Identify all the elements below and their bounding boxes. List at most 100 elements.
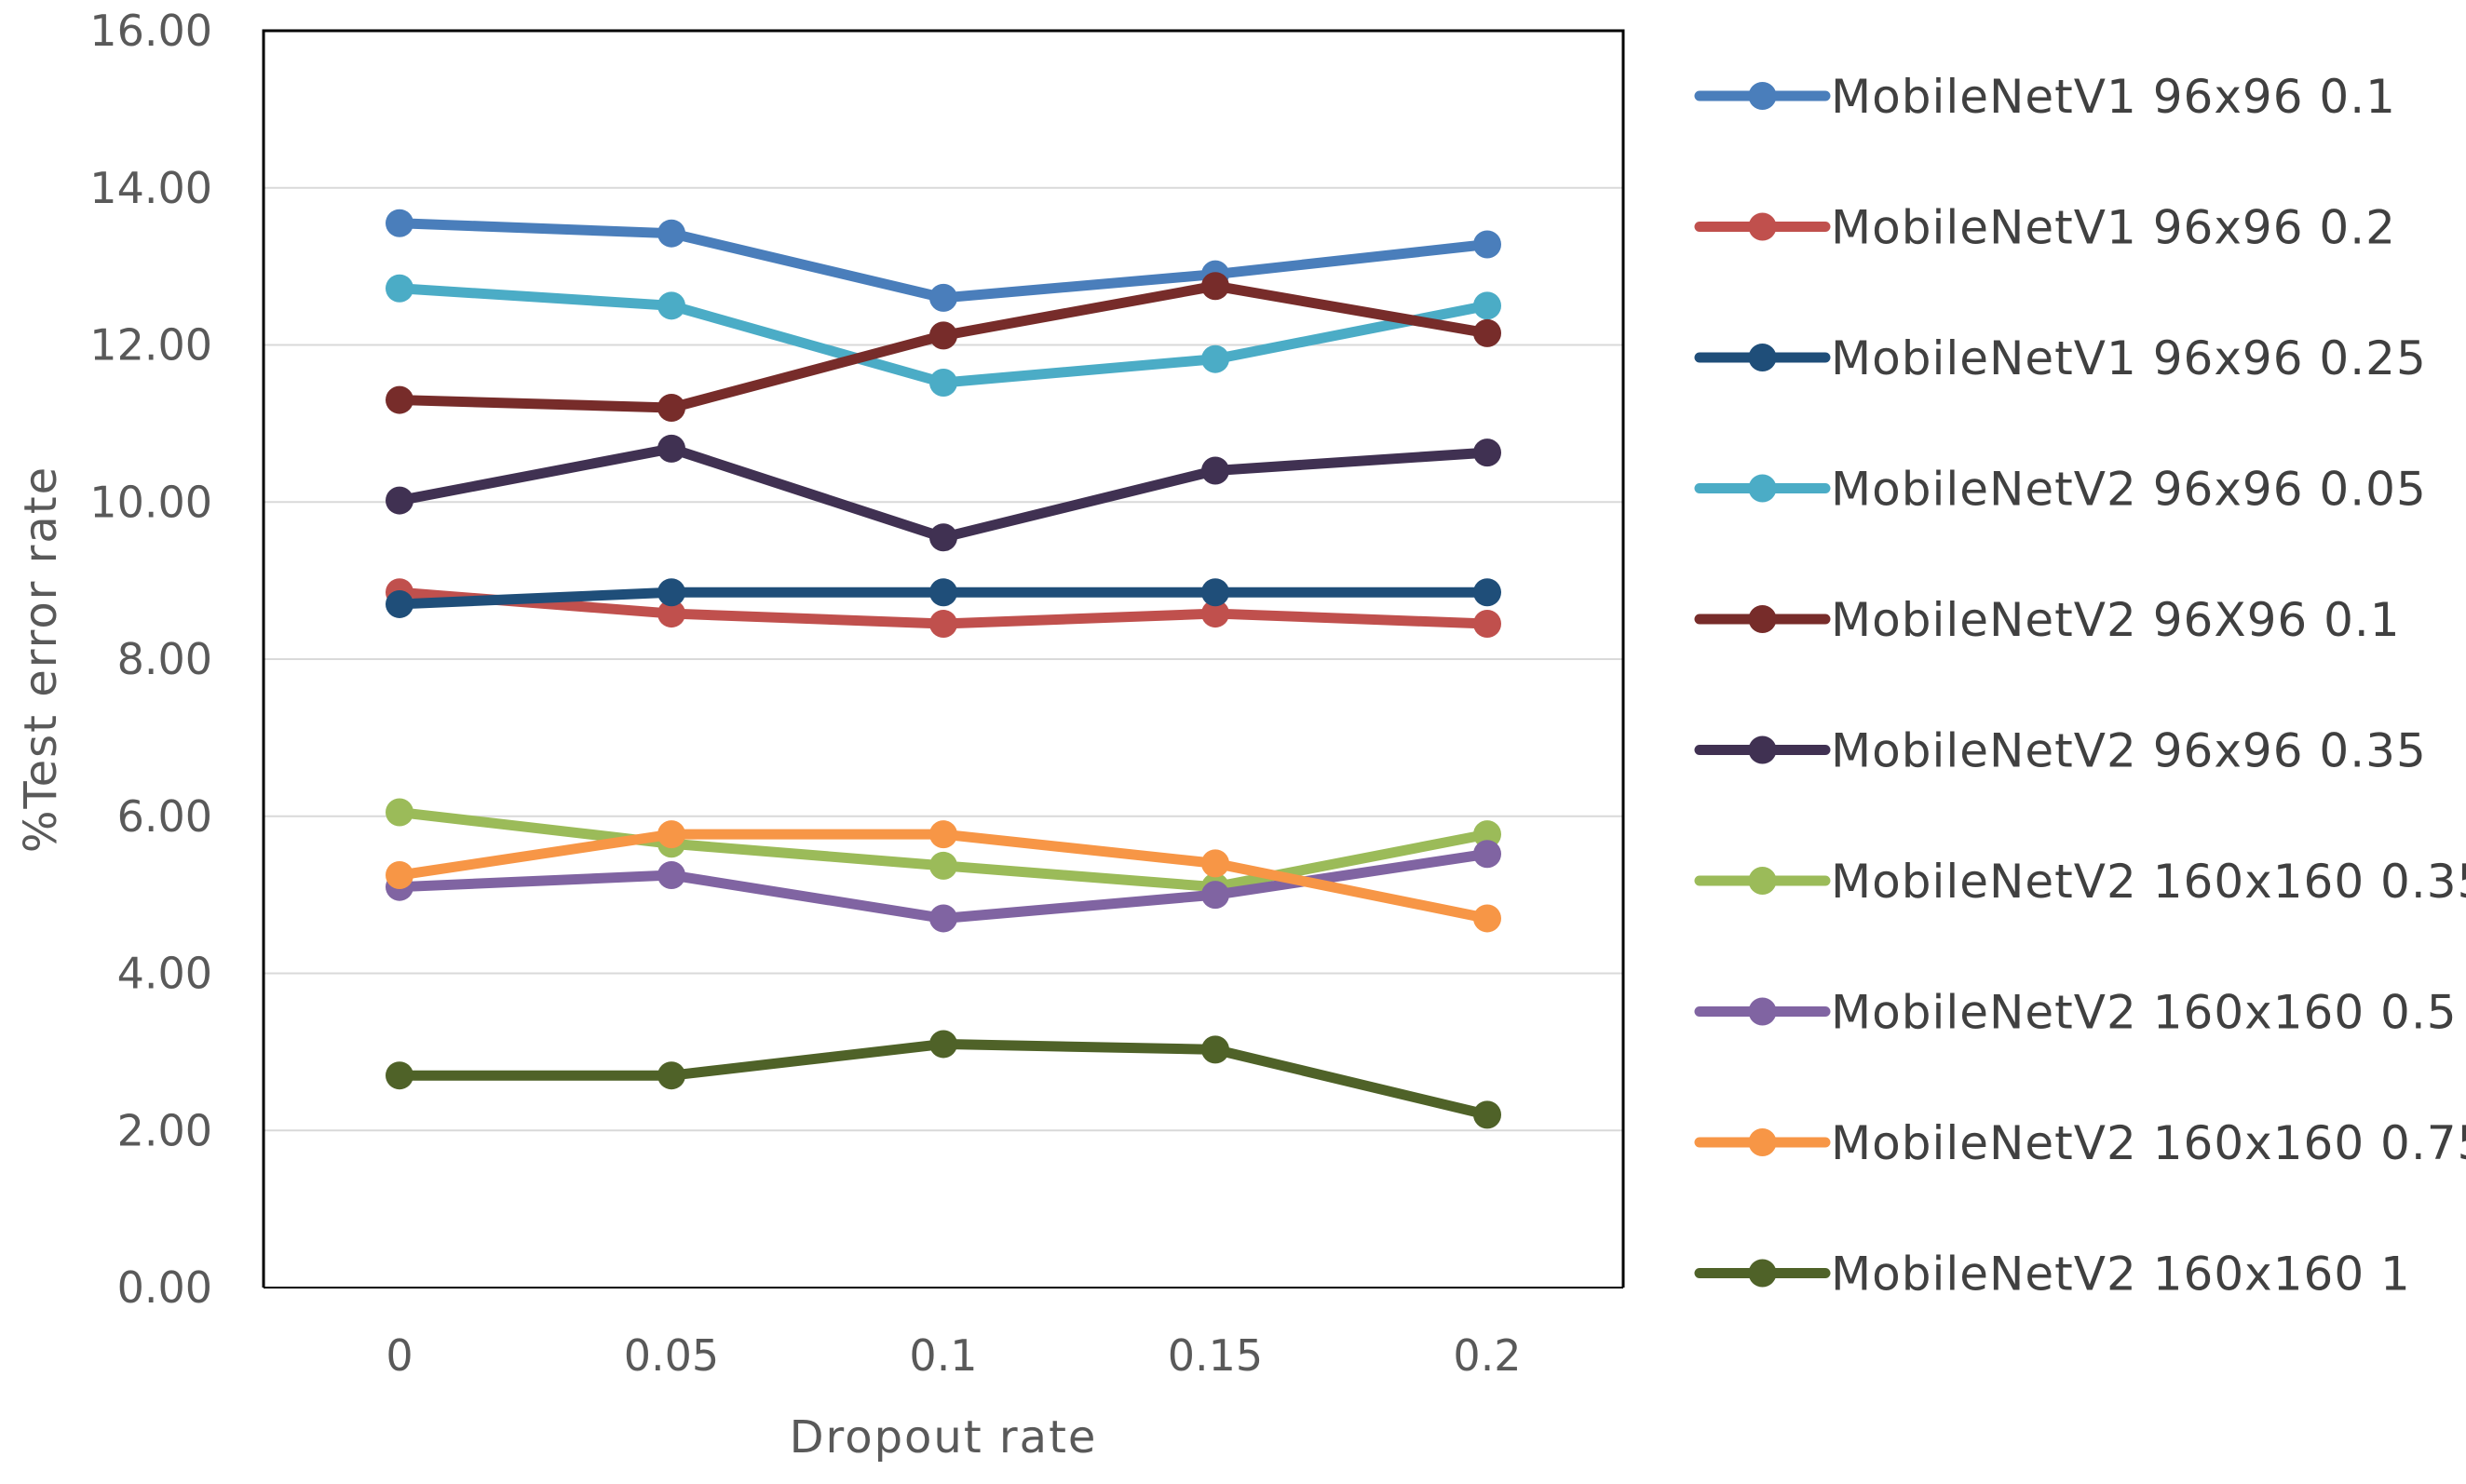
data-point — [929, 321, 957, 350]
legend-item: MobileNetV2 160x160 0.75 — [1694, 1116, 2466, 1170]
y-tick-label: 4.00 — [117, 949, 212, 999]
data-point — [1201, 344, 1229, 373]
data-point — [929, 904, 957, 933]
data-point — [386, 385, 413, 414]
data-point — [386, 1061, 413, 1090]
data-point — [657, 291, 685, 320]
data-point — [929, 578, 957, 607]
x-tick-label: 0.1 — [909, 1330, 977, 1381]
data-point — [657, 434, 685, 463]
y-tick-label: 0.00 — [117, 1262, 212, 1313]
data-point — [386, 486, 413, 515]
legend-item: MobileNetV2 160x160 1 — [1694, 1248, 2411, 1302]
data-point — [1201, 578, 1229, 607]
x-tick-label: 0 — [386, 1330, 413, 1381]
x-tick-label: 0.15 — [1168, 1330, 1263, 1381]
legend-marker — [1748, 82, 1777, 110]
legend-label: MobileNetV2 96X96 0.1 — [1831, 593, 2401, 647]
x-tick-label: 0.2 — [1453, 1330, 1521, 1381]
data-point — [929, 369, 957, 397]
legend-marker — [1748, 867, 1777, 895]
legend-item: MobileNetV2 96x96 0.35 — [1694, 724, 2427, 778]
data-point — [657, 219, 685, 248]
legend-marker — [1748, 997, 1777, 1026]
legend-label: MobileNetV2 160x160 0.35 — [1831, 855, 2466, 909]
data-point — [1473, 318, 1501, 347]
data-point — [1473, 230, 1501, 259]
series-lines — [386, 209, 1501, 1129]
legend-marker — [1748, 344, 1777, 371]
series-2 — [386, 578, 1501, 639]
x-axis-title: Dropout rate — [790, 1411, 1098, 1464]
data-point — [1473, 291, 1501, 320]
series-10 — [386, 1030, 1501, 1129]
data-point — [386, 274, 413, 303]
data-point — [929, 523, 957, 552]
data-point — [1201, 456, 1229, 485]
data-point — [929, 851, 957, 880]
data-point — [1473, 610, 1501, 639]
legend-item: MobileNetV2 160x160 0.5 — [1694, 986, 2458, 1040]
data-point — [1473, 578, 1501, 607]
legend-marker — [1748, 735, 1777, 764]
data-point — [929, 283, 957, 312]
legend-label: MobileNetV2 160x160 0.5 — [1831, 986, 2458, 1040]
legend-label: MobileNetV2 160x160 1 — [1831, 1248, 2411, 1302]
legend: MobileNetV1 96x96 0.1 MobileNetV1 96x96 0… — [1694, 70, 2466, 1302]
legend-item: MobileNetV2 96x96 0.05 — [1694, 463, 2427, 517]
data-point — [1201, 881, 1229, 910]
data-point — [1201, 272, 1229, 301]
legend-item: MobileNetV1 96x96 0.2 — [1694, 201, 2396, 255]
data-point — [929, 820, 957, 849]
legend-marker — [1748, 474, 1777, 503]
series-4 — [386, 274, 1501, 397]
data-point — [929, 1030, 957, 1059]
legend-marker — [1748, 212, 1777, 241]
data-point — [657, 600, 685, 628]
data-point — [657, 1061, 685, 1090]
data-point — [657, 394, 685, 422]
legend-label: MobileNetV1 96x96 0.2 — [1831, 201, 2396, 255]
series-5 — [386, 272, 1501, 422]
legend-label: MobileNetV2 160x160 0.75 — [1831, 1116, 2466, 1170]
series-6 — [386, 434, 1501, 552]
data-point — [386, 589, 413, 618]
series-9 — [386, 820, 1501, 933]
y-tick-label: 8.00 — [117, 634, 212, 684]
legend-marker — [1748, 605, 1777, 633]
y-tick-label: 10.00 — [89, 477, 212, 527]
legend-item: MobileNetV2 96X96 0.1 — [1694, 593, 2401, 647]
y-tick-label: 12.00 — [89, 320, 212, 371]
x-tick-label: 0.05 — [624, 1330, 719, 1381]
y-axis-title: %Test error rate — [15, 465, 67, 853]
data-point — [386, 209, 413, 237]
legend-item: MobileNetV1 96x96 0.1 — [1694, 70, 2396, 124]
data-point — [1201, 1035, 1229, 1064]
y-tick-label: 6.00 — [117, 791, 212, 842]
legend-marker — [1748, 1259, 1777, 1288]
legend-item: MobileNetV1 96x96 0.25 — [1694, 331, 2427, 385]
data-point — [1473, 840, 1501, 869]
data-point — [1473, 438, 1501, 467]
data-point — [1473, 1100, 1501, 1129]
legend-item: MobileNetV2 160x160 0.35 — [1694, 855, 2466, 909]
plot-border — [262, 29, 1625, 1288]
legend-label: MobileNetV1 96x96 0.1 — [1831, 70, 2396, 124]
y-tick-label: 2.00 — [117, 1105, 212, 1155]
data-point — [1473, 820, 1501, 849]
data-point — [657, 820, 685, 849]
y-tick-label: 16.00 — [89, 6, 212, 56]
data-point — [657, 578, 685, 607]
series-3 — [386, 578, 1501, 618]
y-tick-label: 14.00 — [89, 163, 212, 213]
data-point — [386, 861, 413, 890]
data-point — [386, 798, 413, 827]
legend-label: MobileNetV1 96x96 0.25 — [1831, 331, 2427, 385]
legend-label: MobileNetV2 96x96 0.05 — [1831, 463, 2427, 517]
data-point — [657, 861, 685, 890]
legend-label: MobileNetV2 96x96 0.35 — [1831, 724, 2427, 778]
data-point — [1201, 849, 1229, 878]
data-point — [929, 610, 957, 639]
axes: 0.00 2.00 4.00 6.00 8.00 10.00 12.00 14.00 16.00… — [15, 6, 1625, 1464]
data-point — [1473, 904, 1501, 933]
